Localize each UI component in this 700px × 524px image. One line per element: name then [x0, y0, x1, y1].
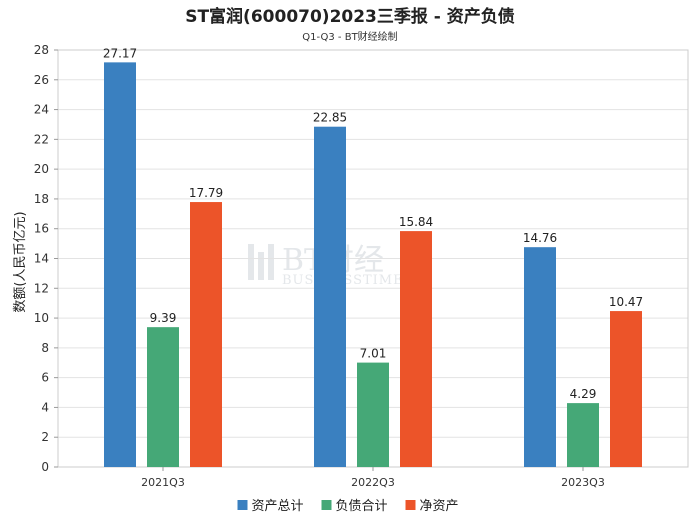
- bar: [400, 231, 432, 467]
- data-label: 4.29: [570, 387, 597, 401]
- data-label: 9.39: [150, 311, 177, 325]
- y-tick-label: 26: [34, 73, 49, 87]
- watermark-logo-bar: [268, 244, 274, 280]
- x-tick-label: 2022Q3: [351, 476, 395, 489]
- y-tick-label: 22: [34, 132, 49, 146]
- data-labels: 27.17 9.39 17.79 22.85 7.01 15.84 14.76 4.29 10.…: [103, 46, 643, 401]
- y-tick-label: 4: [41, 400, 49, 414]
- y-tick-label: 20: [34, 162, 49, 176]
- y-tick-label: 6: [41, 371, 49, 385]
- legend-swatch: [237, 500, 248, 510]
- legend-swatch: [321, 500, 332, 510]
- y-tick-label: 0: [41, 460, 49, 474]
- bars: [104, 62, 642, 467]
- y-axis-label: 数额(人民币亿元): [13, 211, 28, 312]
- legend-label: 负债合计: [336, 499, 388, 514]
- watermark-logo-bar: [258, 252, 264, 280]
- bar: [104, 62, 136, 467]
- legend-label: 资产总计: [252, 499, 304, 514]
- data-label: 15.84: [399, 215, 433, 229]
- y-tick-label: 8: [41, 341, 49, 355]
- y-tick-label: 10: [34, 311, 49, 325]
- x-tick-label: 2023Q3: [561, 476, 605, 489]
- bar: [567, 403, 599, 467]
- bar: [314, 126, 346, 467]
- data-label: 22.85: [313, 111, 347, 125]
- y-tick-label: 28: [34, 43, 49, 57]
- bar: [147, 327, 179, 467]
- x-tick-label: 2021Q3: [141, 476, 185, 489]
- chart-subtitle: Q1-Q3 - BT财经绘制: [302, 30, 397, 43]
- y-tick-label: 14: [34, 252, 49, 266]
- data-label: 7.01: [360, 347, 387, 361]
- bar: [524, 247, 556, 467]
- y-tick-label: 16: [34, 222, 49, 236]
- legend: 资产总计 负债合计 净资产: [237, 499, 459, 514]
- data-label: 27.17: [103, 46, 137, 60]
- data-label: 14.76: [523, 231, 557, 245]
- bar: [190, 202, 222, 467]
- bar: [610, 311, 642, 467]
- data-label: 10.47: [609, 295, 643, 309]
- bar: [357, 362, 389, 467]
- chart-title: ST富润(600070)2023三季报 - 资产负债: [185, 6, 515, 27]
- y-tick-label: 18: [34, 192, 49, 206]
- grid: [58, 79, 688, 438]
- legend-swatch: [405, 500, 416, 510]
- y-tick-label: 12: [34, 281, 49, 295]
- watermark-logo-bar: [248, 244, 254, 280]
- legend-label: 净资产: [420, 499, 459, 514]
- data-label: 17.79: [189, 186, 223, 200]
- y-tick-label: 24: [34, 103, 49, 117]
- y-tick-label: 2: [41, 430, 49, 444]
- watermark-sub: BUSINESSTIMES: [282, 273, 414, 288]
